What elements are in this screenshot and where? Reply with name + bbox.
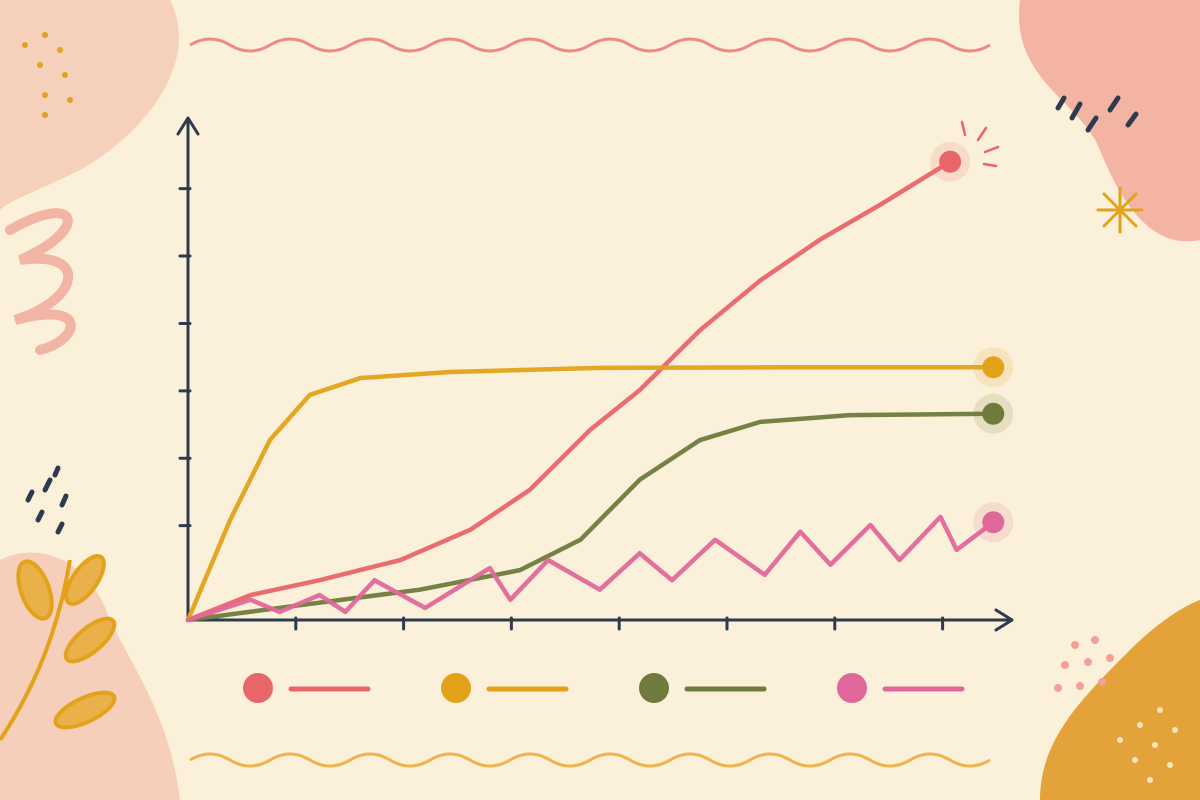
- end-point: [982, 511, 1005, 534]
- blob: [0, 0, 179, 210]
- x-axis: [186, 608, 1014, 632]
- burst: [960, 120, 1000, 168]
- dots: [1054, 636, 1114, 692]
- wave: [189, 37, 991, 53]
- squiggle: [5, 208, 76, 355]
- line: [185, 411, 996, 623]
- end-point: [939, 150, 962, 173]
- wave: [189, 752, 991, 768]
- dots: [22, 32, 73, 118]
- dashes: [25, 95, 1139, 535]
- legend: [243, 673, 965, 703]
- legend-swatch: [837, 673, 867, 703]
- leaves: [0, 554, 117, 742]
- blob: [1019, 0, 1200, 242]
- legend-swatch: [441, 673, 471, 703]
- legend-swatch: [639, 673, 669, 703]
- line: [185, 365, 996, 623]
- axes: [176, 116, 1014, 632]
- line: [185, 514, 996, 623]
- dots: [1117, 707, 1178, 783]
- blob: [1040, 600, 1200, 800]
- line: [185, 159, 953, 623]
- end-point: [982, 356, 1005, 379]
- legend-swatch: [243, 673, 273, 703]
- end-point: [982, 402, 1005, 425]
- sparkle: [1096, 186, 1144, 234]
- y-axis: [176, 116, 200, 622]
